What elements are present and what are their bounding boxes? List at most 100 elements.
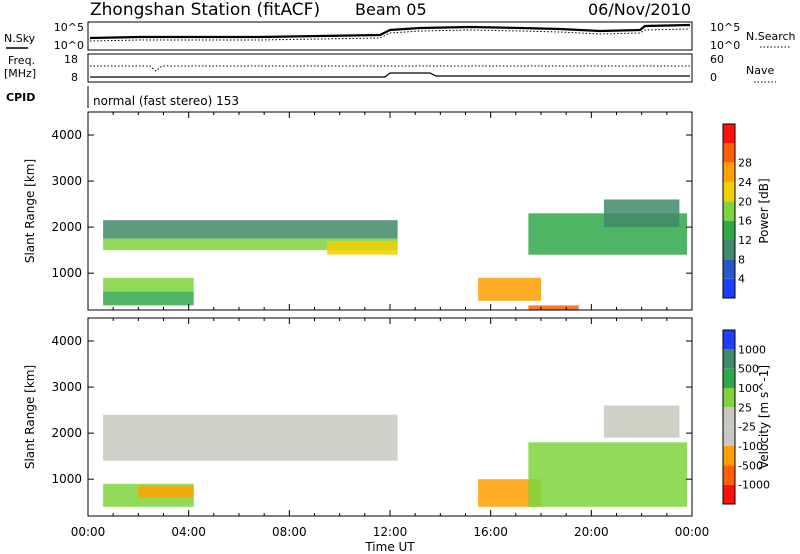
noise-search-trace [89, 28, 691, 42]
power-ytick-label-3: 4000 [51, 128, 82, 142]
velocity-panel-frame [87, 317, 693, 517]
cpid-text: normal (fast stereo) 153 [93, 94, 239, 108]
x-tick-label-6: 00:00 [675, 525, 710, 539]
power-colorbar-swatch-8 [723, 124, 735, 144]
x-axis-ticks: 00:00 04:00 08:00 12:00 16:00 20:00 00:00 [71, 525, 710, 539]
noise-panel: N.Sky 10^5 10^0 10^5 10^0 N.Search [4, 21, 796, 52]
velocity-region-5 [603, 405, 680, 438]
power-colorbar-tick-3: 16 [738, 215, 752, 228]
velocity-colorbar-tick-7: -1000 [738, 479, 770, 492]
velocity-colorbar-swatch-0 [723, 484, 735, 504]
cpid-label: CPID [6, 91, 35, 104]
velocity-colorbar-tick-4: -25 [738, 421, 756, 434]
power-region-8 [528, 305, 579, 310]
velocity-colorbar-swatch-2 [723, 446, 735, 466]
power-region-1 [103, 220, 398, 239]
power-region-5 [478, 277, 541, 301]
freq-label-line2: [MHz] [4, 67, 36, 80]
power-region-7 [603, 199, 680, 228]
date-label: 06/Nov/2010 [588, 0, 691, 19]
freq-right-tick-bottom: 0 [710, 71, 717, 84]
power-ytick-label-2: 3000 [51, 174, 82, 188]
beam-label: Beam 05 [355, 0, 427, 19]
power-colorbar-swatch-3 [723, 220, 735, 240]
freq-left-tick-bottom: 8 [71, 71, 78, 84]
velocity-colorbar-tick-3: 25 [738, 401, 752, 414]
velocity-colorbar-tick-2: 100 [738, 382, 759, 395]
velocity-colorbar-swatch-6 [723, 368, 735, 388]
velocity-colorbar-tick-1: 500 [738, 363, 759, 376]
power-colorbar-tick-6: 28 [738, 157, 752, 170]
power-colorbar-frame [722, 123, 736, 299]
power-ylabel: Slant Range [km] [23, 159, 37, 263]
station-title: Zhongshan Station (fitACF) [90, 0, 320, 20]
velocity-colorbar-swatch-7 [723, 349, 735, 369]
power-colorbar-tick-2: 12 [738, 234, 752, 247]
velocity-colorbar-tick-0: 1000 [738, 343, 766, 356]
velocity-region-4 [528, 442, 687, 507]
x-tick-label-2: 08:00 [272, 525, 307, 539]
freq-right-tick-top: 60 [710, 53, 724, 66]
noise-search-label: N.Search [746, 30, 796, 43]
x-tick-label-5: 20:00 [574, 525, 609, 539]
velocity-colorbar-swatch-8 [723, 330, 735, 350]
power-colorbar-tick-1: 8 [738, 253, 745, 266]
power-colorbar-label: Power [dB] [757, 178, 771, 243]
power-colorbar-swatch-7 [723, 143, 735, 163]
power-colorbar-tick-5: 24 [738, 176, 752, 189]
power-colorbar-swatch-2 [723, 240, 735, 260]
noise-sky-trace [89, 23, 691, 40]
power-data-layer [103, 199, 687, 310]
freq-left-tick-top: 18 [64, 53, 78, 66]
power-colorbar-swatch-0 [723, 278, 735, 298]
power-region-4 [327, 240, 398, 255]
velocity-region-2 [138, 486, 194, 498]
velocity-colorbar-swatch-1 [723, 465, 735, 485]
x-tick-label-0: 00:00 [71, 525, 106, 539]
velocity-ytick-label-1: 2000 [51, 426, 82, 440]
velocity-panel: 1000 2000 3000 4000 Slant Range [km] 1000 50… [23, 317, 771, 517]
power-panel: 1000 2000 3000 4000 Slant Range [km] 4 8 12 16… [23, 111, 771, 311]
velocity-colorbar-swatch-4 [723, 407, 735, 427]
power-colorbar-swatch-1 [723, 259, 735, 279]
x-tick-label-3: 12:00 [373, 525, 408, 539]
x-tick-label-1: 04:00 [171, 525, 206, 539]
velocity-colorbar-tick-6: -500 [738, 459, 763, 472]
velocity-colorbar-swatch-3 [723, 426, 735, 446]
power-region-3 [103, 291, 194, 306]
velocity-ylabel: Slant Range [km] [23, 365, 37, 469]
power-region-2 [103, 277, 194, 292]
power-axes: 1000 2000 3000 4000 [51, 112, 693, 310]
power-colorbar: 4 8 12 16 20 24 28 [722, 123, 752, 299]
power-colorbar-swatch-4 [723, 201, 735, 221]
power-colorbar-swatch-5 [723, 182, 735, 202]
velocity-data-layer [103, 405, 687, 507]
noise-left-tick-top: 10^5 [54, 21, 84, 34]
velocity-ytick-label-3: 4000 [51, 334, 82, 348]
velocity-region-0 [103, 414, 398, 461]
velocity-colorbar-tick-5: -100 [738, 440, 763, 453]
noise-right-tick-top: 10^5 [710, 21, 740, 34]
velocity-colorbar-label: Velocity [m s^-1] [757, 365, 771, 469]
freq-panel-frame [87, 53, 693, 83]
power-colorbar-swatch-6 [723, 162, 735, 182]
freq-panel: Freq. [MHz] 18 8 60 0 Nave [4, 53, 776, 84]
velocity-ytick-label-0: 1000 [51, 472, 82, 486]
velocity-colorbar-frame [722, 329, 736, 505]
noise-right-tick-bottom: 10^0 [710, 39, 740, 52]
velocity-ytick-label-2: 3000 [51, 380, 82, 394]
power-panel-frame [87, 111, 693, 311]
velocity-colorbar: 1000 500 100 25 -25 -100 -500 -1000 [722, 329, 770, 505]
noise-sky-label: N.Sky [4, 32, 36, 45]
nave-trace [90, 65, 690, 72]
noise-panel-frame [87, 21, 693, 51]
power-ytick-label-0: 1000 [51, 266, 82, 280]
freq-label-line1: Freq. [8, 54, 35, 67]
velocity-colorbar-swatch-5 [723, 388, 735, 408]
freq-trace [90, 72, 690, 78]
noise-left-tick-bottom: 10^0 [54, 39, 84, 52]
x-tick-label-4: 16:00 [473, 525, 508, 539]
power-region-0 [103, 238, 398, 251]
nave-label: Nave [746, 64, 774, 77]
power-colorbar-tick-0: 4 [738, 273, 745, 286]
